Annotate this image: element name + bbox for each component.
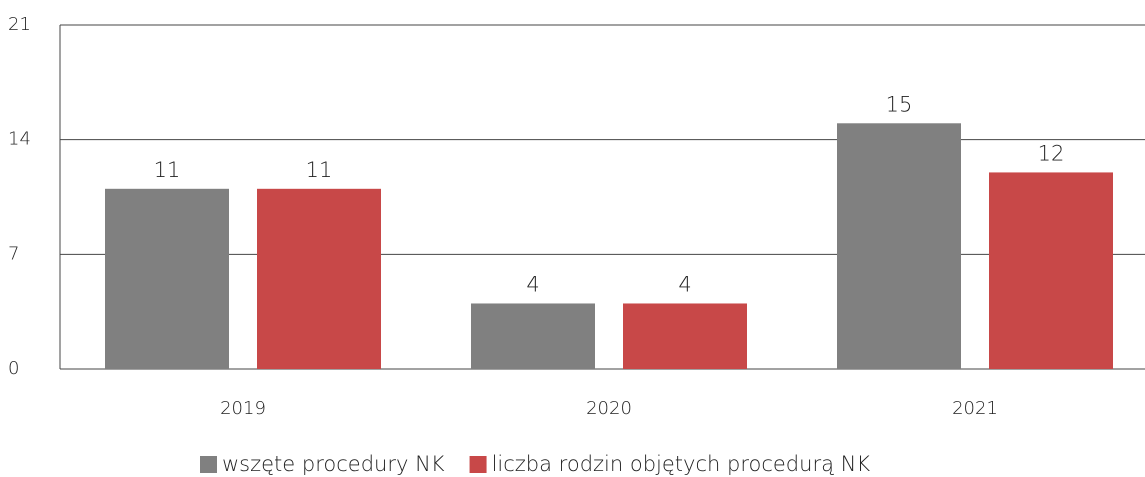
data-label: 15 — [886, 92, 913, 116]
legend-swatch — [200, 456, 217, 473]
bar — [623, 303, 747, 369]
bar — [257, 188, 381, 369]
y-tick-label: 0 — [8, 358, 19, 379]
bar — [105, 188, 229, 369]
data-label: 11 — [154, 158, 181, 182]
legend-label: wszęte procedury NK — [222, 452, 445, 476]
data-label: 4 — [526, 272, 539, 296]
data-label: 11 — [306, 158, 333, 182]
data-label: 12 — [1038, 141, 1065, 165]
x-tick-label: 2019 — [220, 398, 266, 419]
legend-swatch — [469, 456, 487, 473]
x-tick-label: 2020 — [586, 398, 632, 419]
bar — [837, 123, 961, 370]
bar — [989, 172, 1113, 369]
y-tick-label: 7 — [8, 243, 19, 264]
data-label: 4 — [678, 272, 691, 296]
y-tick-label: 14 — [8, 129, 31, 150]
x-tick-label: 2021 — [952, 398, 998, 419]
legend-label: liczba rodzin objętych procedurą NK — [492, 452, 871, 476]
y-tick-label: 21 — [8, 14, 31, 35]
bar — [471, 303, 595, 369]
